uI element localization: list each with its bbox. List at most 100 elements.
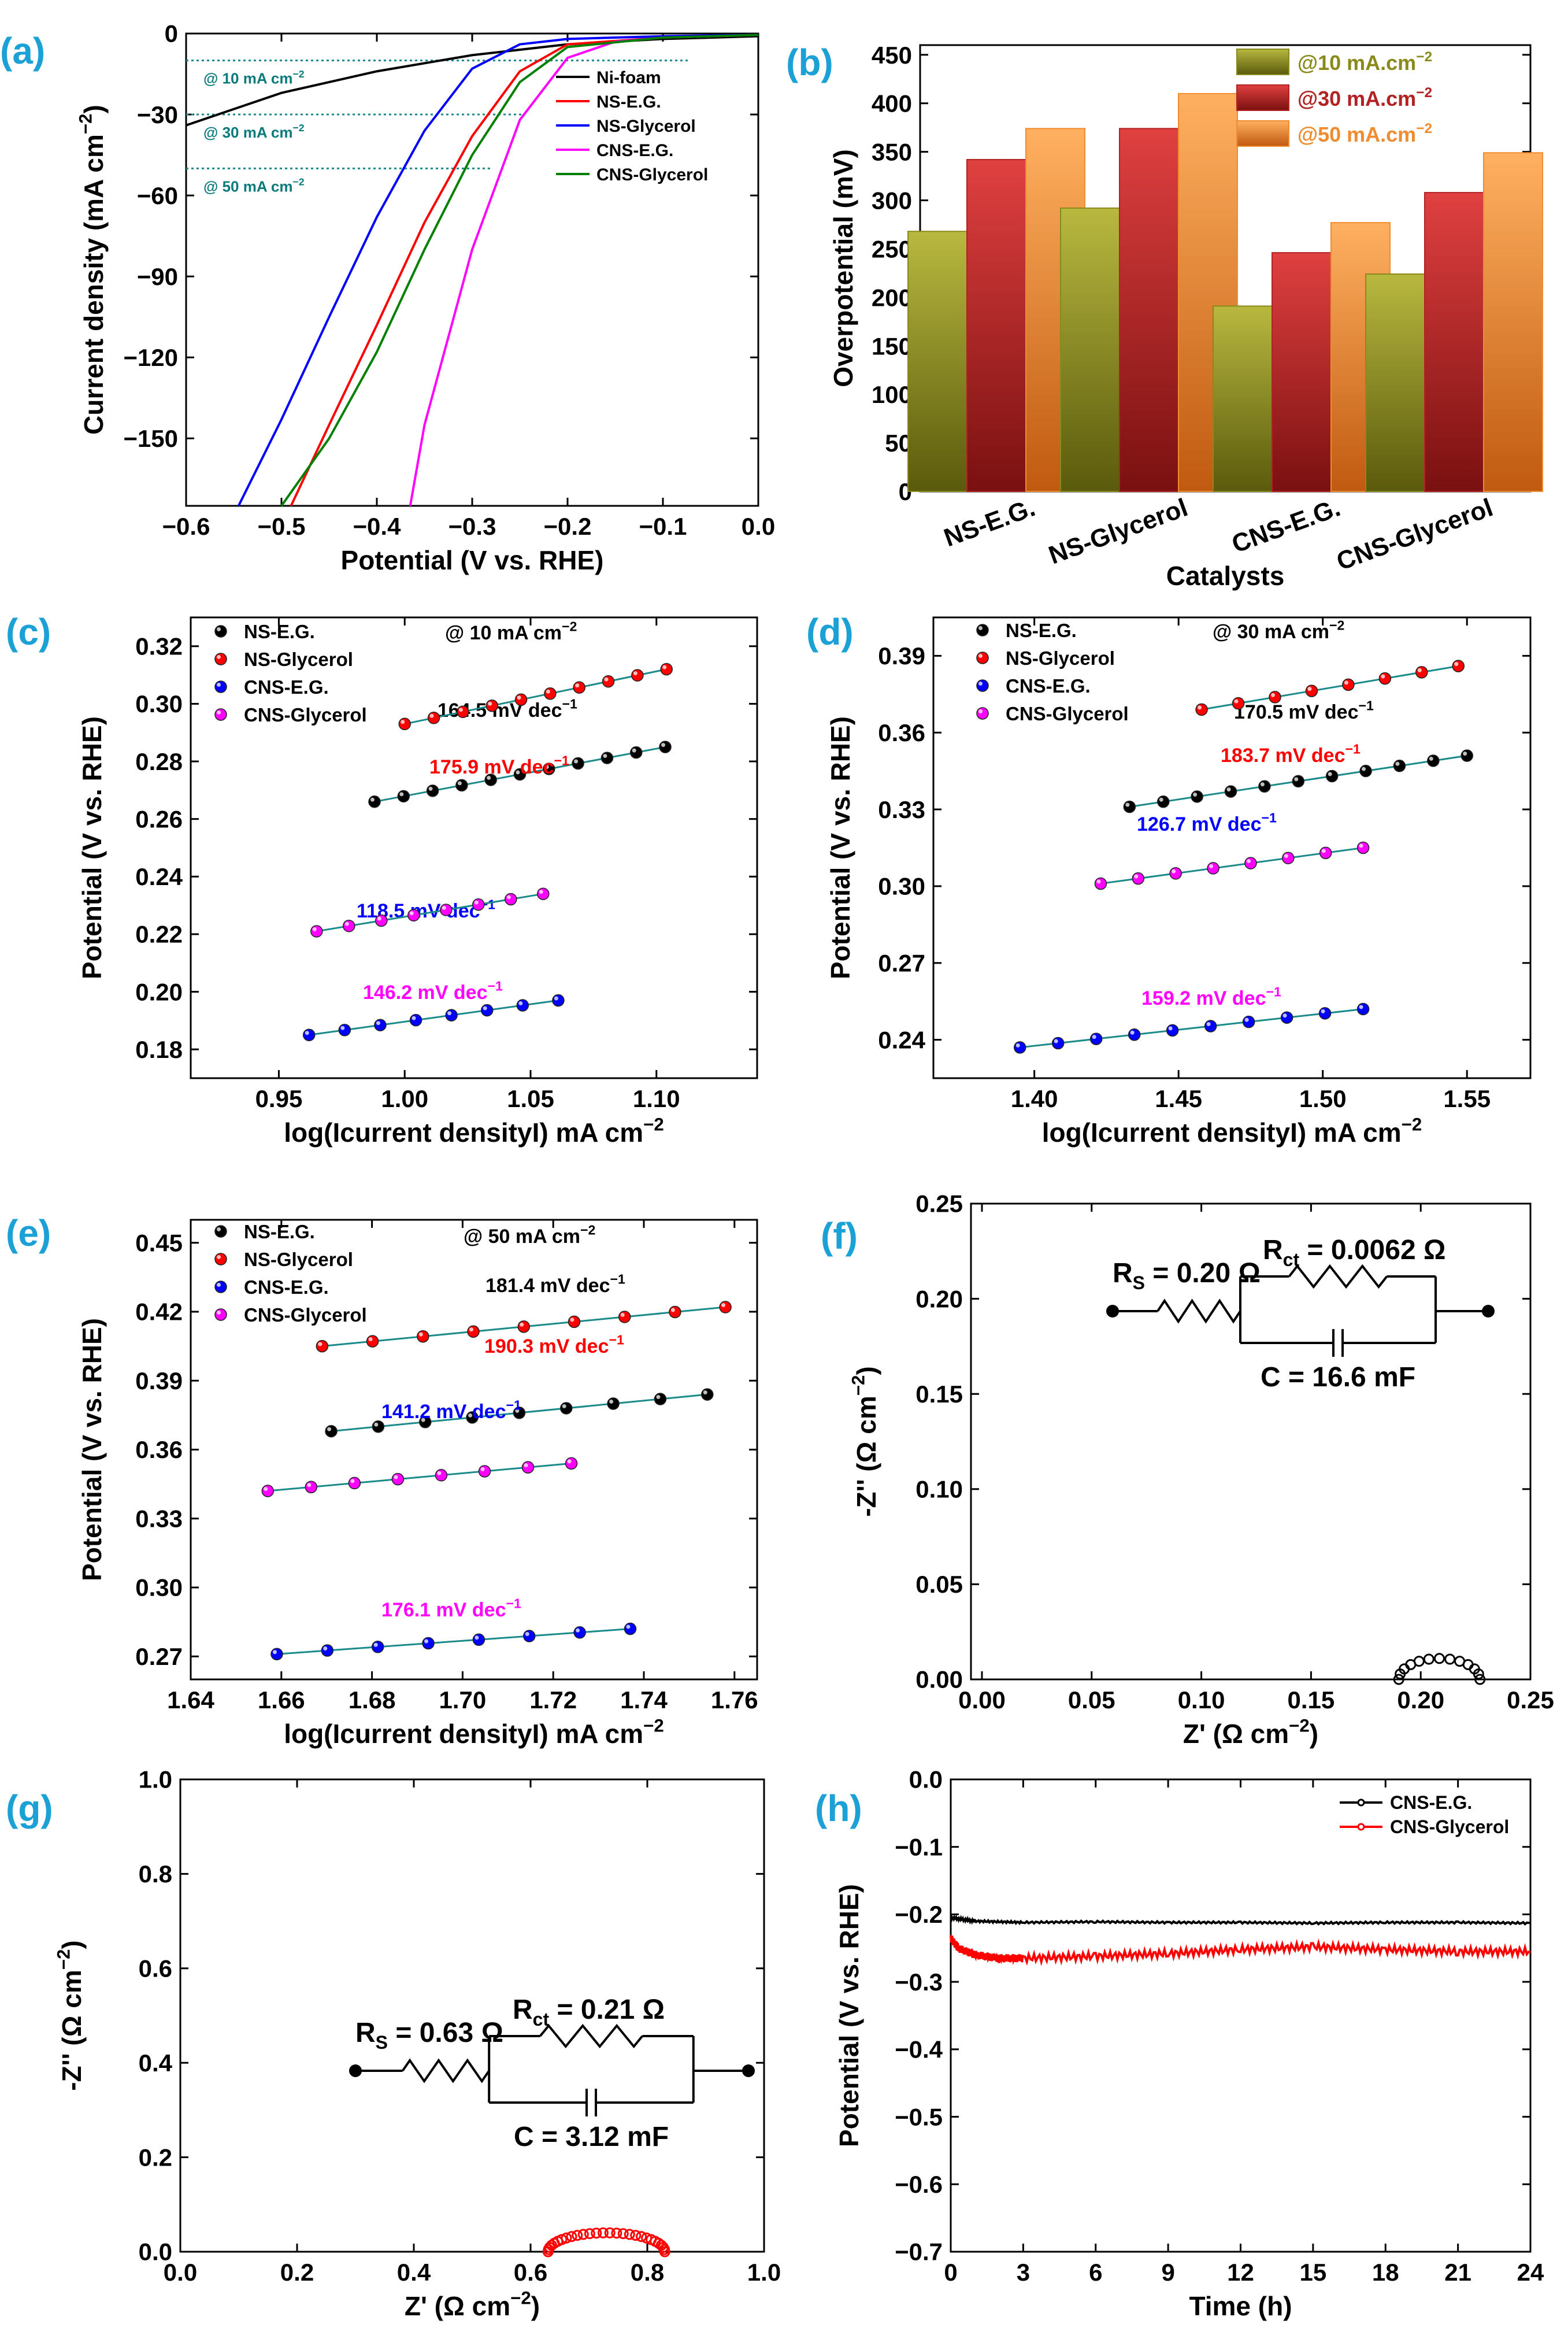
data-point-CNS-Glycerol-highlight — [539, 890, 543, 894]
data-point-CNS-E.G.-highlight — [1130, 1030, 1135, 1035]
data-point-CNS-E.G.-highlight — [447, 1011, 452, 1016]
fit-line-NS-Glycerol — [404, 668, 667, 725]
legend-marker — [976, 707, 989, 720]
data-point-CNS-E.G.-highlight — [305, 1031, 309, 1035]
data-point-NS-E.G.-highlight — [703, 1390, 707, 1395]
data-point-CNS-E.G.-highlight — [1244, 1017, 1249, 1022]
data-point — [566, 2231, 577, 2242]
bar-NS-Glycerol-0 — [1060, 207, 1120, 492]
data-point-NS-E.G. — [1224, 785, 1237, 798]
data-point-CNS-E.G.-highlight — [518, 1001, 523, 1006]
y-axis-label: Potential (V vs. RHE) — [834, 1884, 864, 2147]
data-point-CNS-E.G.-highlight — [272, 1650, 277, 1655]
data-point-NS-Glycerol-highlight — [570, 1318, 574, 1322]
fit-line-CNS-Glycerol — [268, 1462, 572, 1492]
data-point-CNS-E.G.-highlight — [376, 1021, 380, 1026]
y-axis-label: -Z'' (Ω cm−2) — [54, 1940, 87, 2091]
data-point-NS-E.G.-highlight — [374, 1422, 379, 1427]
data-point-NS-Glycerol — [669, 1305, 681, 1319]
data-point-CNS-Glycerol-highlight — [442, 905, 446, 910]
legend-label: NS-E.G. — [244, 621, 315, 642]
data-point-CNS-Glycerol-highlight — [1209, 864, 1214, 868]
x-tick-label: 0.4 — [397, 2259, 431, 2286]
y-axis-label: -Z'' (Ω cm−2) — [848, 1366, 881, 1517]
x-axis-label: log(Icurrent densityI) mA cm−2 — [284, 1115, 664, 1148]
data-point-NS-Glycerol-highlight — [488, 701, 492, 706]
data-point-NS-Glycerol — [568, 1315, 581, 1328]
data-point-NS-E.G. — [1427, 754, 1440, 767]
data-point-NS-Glycerol-highlight — [517, 695, 521, 700]
data-point-NS-Glycerol — [398, 717, 411, 731]
data-point-CNS-E.G.-highlight — [576, 1628, 580, 1633]
data-point-CNS-Glycerol-highlight — [1096, 879, 1101, 884]
panel-label-c: (c) — [6, 611, 51, 653]
data-point-CNS-Glycerol — [261, 1485, 275, 1497]
x-tick-label: −0.4 — [353, 513, 402, 540]
plot-frame — [179, 1778, 765, 2253]
data-point-NS-Glycerol-highlight — [633, 671, 637, 676]
data-point-NS-E.G.-highlight — [661, 743, 666, 747]
data-point-CNS-Glycerol-highlight — [506, 895, 511, 900]
legend-marker-highlight — [217, 627, 221, 631]
data-point-CNS-Glycerol — [472, 898, 485, 911]
legend-label: CNS-E.G. — [596, 141, 673, 160]
data-point — [591, 2227, 602, 2239]
chart-title: @ 50 mA cm−2 — [464, 1223, 595, 1248]
data-point-CNS-Glycerol — [478, 1465, 491, 1478]
y-tick-label: −0.6 — [895, 2171, 943, 2198]
data-point-CNS-E.G. — [321, 1644, 334, 1657]
data-point-NS-Glycerol-highlight — [1417, 668, 1422, 672]
legend-marker-highlight — [978, 626, 983, 630]
data-point-CNS-E.G.-highlight — [412, 1016, 416, 1020]
resistor-rct — [489, 2023, 694, 2049]
y-tick-label: 0.24 — [135, 863, 183, 890]
data-point-NS-E.G.-highlight — [1328, 772, 1332, 776]
legend-marker — [976, 624, 989, 636]
y-tick-label: 0.10 — [915, 1476, 963, 1503]
data-point-NS-E.G.-highlight — [632, 748, 636, 753]
capacitance-label: C = 3.12 mF — [514, 2122, 669, 2152]
data-point-NS-E.G. — [629, 746, 643, 759]
x-tick-label: 0.95 — [255, 1085, 303, 1112]
fit-line-CNS-E.G. — [1020, 1008, 1363, 1049]
data-point-CNS-Glycerol — [407, 909, 420, 922]
data-point-NS-E.G. — [1292, 775, 1305, 788]
data-point-NS-Glycerol — [660, 663, 673, 676]
chart-d: 1.40 1.45 1.50 1.55 0.24 0.27 0.30 0.33 0.36 0.39… — [825, 616, 1532, 1148]
data-point-NS-Glycerol-highlight — [670, 1308, 675, 1312]
y-tick-label: 400 — [872, 90, 912, 117]
data-point-CNS-E.G. — [409, 1013, 422, 1027]
data-point-CNS-E.G. — [445, 1009, 458, 1022]
chart-f: 0.00 0.05 0.10 0.15 0.20 0.25 0.00 0.05 0.10 0.15… — [848, 1190, 1554, 1749]
x-tick-label: 21 — [1444, 2259, 1471, 2286]
data-point-NS-Glycerol-highlight — [1234, 699, 1239, 704]
x-tick-label: 1.05 — [507, 1085, 554, 1112]
y-tick-label: 0.33 — [135, 1505, 183, 1532]
x-tick-label: 1.55 — [1443, 1085, 1491, 1112]
data-point-NS-Glycerol-highlight — [1307, 687, 1312, 691]
y-axis-label: Current density (mA cm−2) — [76, 105, 109, 435]
slope-label: 146.2 mV dec−1 — [363, 979, 503, 1004]
x-tick-label: 6 — [1089, 2259, 1102, 2286]
data-point — [597, 2227, 609, 2238]
data-point-NS-E.G.-highlight — [603, 754, 607, 758]
legend-label: NS-Glycerol — [244, 1249, 353, 1270]
slope-label: 170.5 mV dec−1 — [1234, 698, 1374, 723]
data-point — [617, 2228, 629, 2240]
data-point-CNS-E.G. — [338, 1023, 351, 1037]
data-point-NS-Glycerol-highlight — [1454, 662, 1459, 667]
legend-marker-highlight — [978, 709, 983, 713]
data-point-CNS-E.G. — [573, 1626, 586, 1639]
data-point-NS-E.G. — [701, 1388, 714, 1401]
panel-label-d: (d) — [806, 611, 854, 653]
data-point-CNS-Glycerol-highlight — [350, 1479, 355, 1483]
data-point-NS-Glycerol — [544, 687, 557, 700]
series-line-CNS-Glycerol — [280, 34, 759, 507]
x-tick-label: 0.0 — [742, 513, 775, 540]
data-point-NS-Glycerol-highlight — [368, 1337, 373, 1342]
data-point-CNS-E.G. — [1089, 1032, 1103, 1045]
data-point — [1413, 1656, 1425, 1667]
data-point-CNS-E.G.-highlight — [554, 996, 558, 1001]
fit-line-CNS-E.G. — [276, 1628, 631, 1655]
y-tick-label: 0.32 — [135, 633, 183, 660]
